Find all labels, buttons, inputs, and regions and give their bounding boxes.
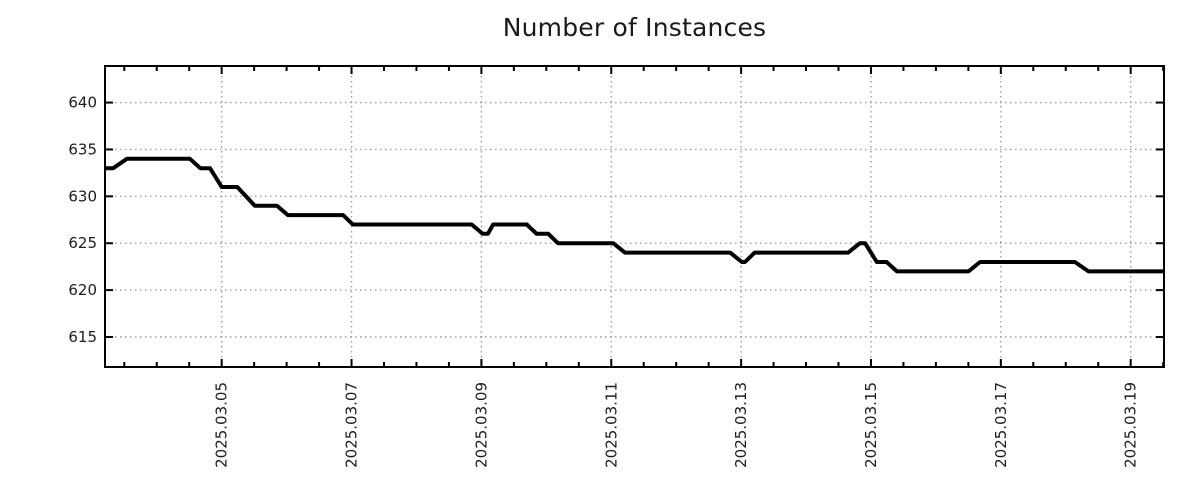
axis-ticks [105,66,1165,367]
x-tick-label: 2025.03.09 [472,382,490,468]
y-tick-label: 635 [68,140,97,158]
plot-border [104,65,1165,368]
x-tick-label: 2025.03.11 [602,382,620,468]
y-tick-label: 615 [68,328,97,346]
x-tick-label: 2025.03.19 [1122,382,1140,468]
y-tick-label: 630 [68,187,97,205]
x-tick-label: 2025.03.05 [213,382,231,468]
data-line-instances [105,156,1164,274]
grid-lines [105,66,1164,367]
axis-labels: 615 620 625 630 635 640 2025.03.05 2025.03.07 20… [68,94,1139,468]
y-tick-label: 620 [68,281,97,299]
chart-title: Number of Instances [502,13,767,42]
y-tick-label: 640 [68,94,97,112]
y-tick-label: 625 [68,234,97,252]
x-tick-label: 2025.03.13 [732,382,750,468]
x-tick-label: 2025.03.17 [992,382,1010,468]
x-tick-label: 2025.03.15 [862,382,880,468]
x-tick-label: 2025.03.07 [343,382,361,468]
